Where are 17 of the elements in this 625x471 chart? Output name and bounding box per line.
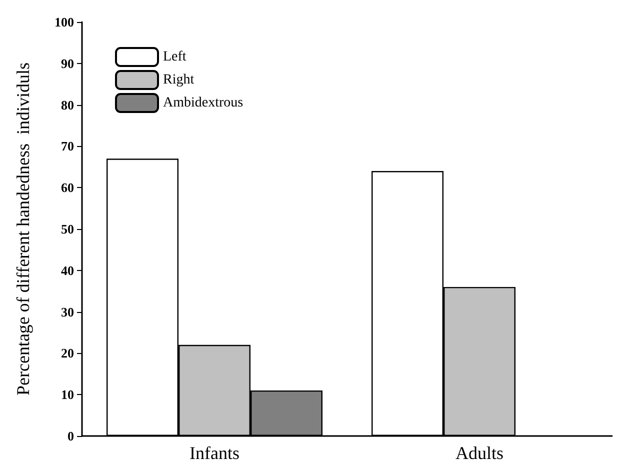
y-tick-label: 0 [68, 428, 74, 444]
legend-label: Left [163, 50, 186, 64]
y-tick-label: 80 [61, 97, 74, 112]
y-tick-label: 30 [61, 304, 74, 320]
y-tick-label: 60 [61, 180, 74, 196]
x-tick-label: Adults [455, 443, 504, 463]
y-tick-label: 50 [61, 222, 74, 236]
legend-label: Right [163, 72, 194, 88]
legend-label: Ambidextrous [163, 96, 244, 110]
y-tick-label: 70 [61, 138, 74, 154]
y-tick-label: 10 [61, 387, 74, 402]
y-axis-title: Percentage of different handedness individuls [13, 62, 33, 396]
x-tick-label: Infants [190, 443, 240, 463]
y-tick-label: 100 [54, 14, 74, 30]
y-tick-label: 20 [61, 346, 74, 361]
y-tick-label: 40 [61, 262, 74, 278]
y-tick-label: 90 [61, 56, 74, 71]
